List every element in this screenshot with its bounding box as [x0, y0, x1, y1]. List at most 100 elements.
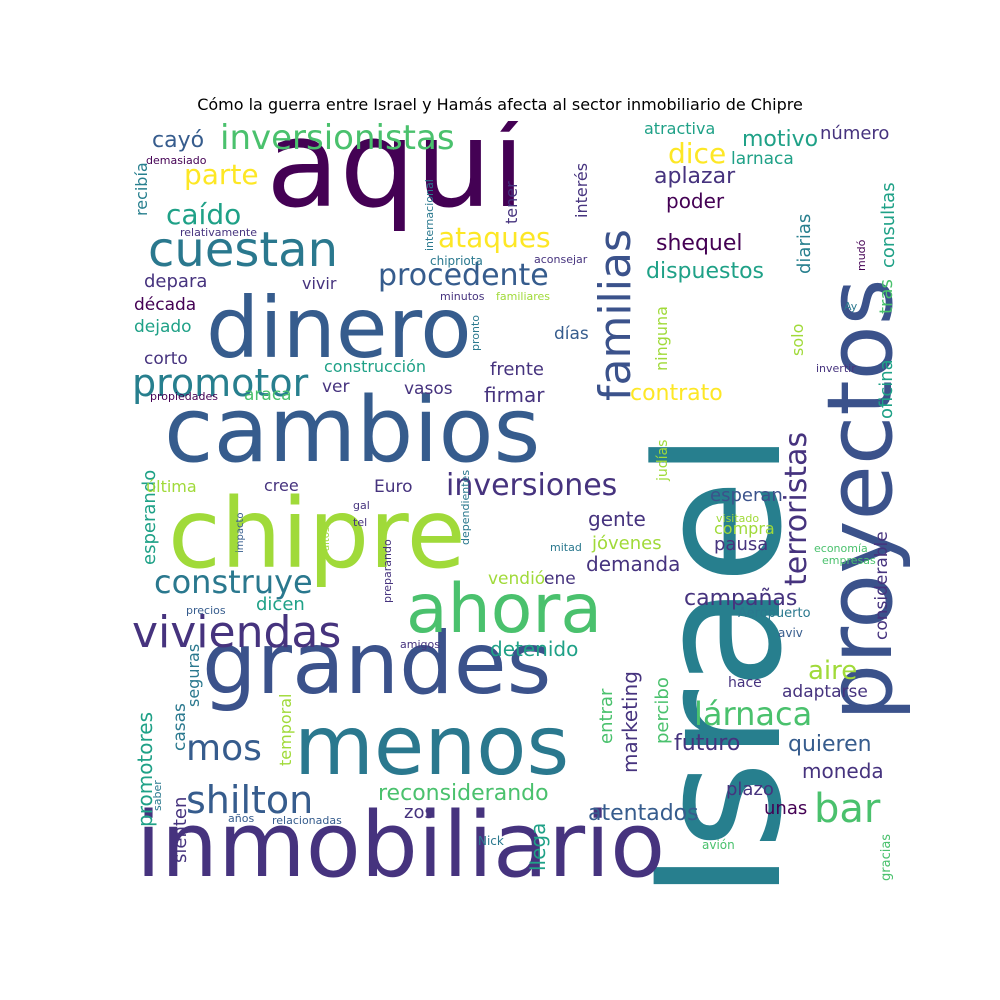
cloud-word: interés [572, 162, 591, 218]
cloud-word: inversiones [446, 468, 618, 503]
cloud-word: demasiado [146, 154, 207, 167]
cloud-word: corto [144, 349, 188, 369]
cloud-word: minutos [440, 290, 485, 303]
cloud-word: campañas [684, 586, 798, 611]
cloud-word: marketing [618, 671, 642, 773]
cloud-word: tras [876, 279, 897, 314]
cloud-word: solo [788, 323, 807, 356]
cloud-word: inmobiliario [136, 793, 666, 893]
cloud-word: casas [170, 703, 190, 751]
cloud-word: ahora [406, 570, 602, 649]
cloud-word: hace [728, 675, 762, 691]
cloud-word: dependientes [459, 469, 472, 545]
cloud-word: dejado [134, 317, 192, 337]
cloud-word: cambios [164, 378, 541, 483]
cloud-word: gente [588, 507, 646, 531]
cloud-word: tel [353, 516, 368, 529]
cloud-word: saber [151, 780, 164, 811]
cloud-word: ene [544, 569, 576, 589]
cloud-word: detenido [490, 637, 579, 661]
cloud-word: chipriota [430, 254, 483, 268]
cloud-word: ataques [438, 221, 551, 254]
cloud-word: unas [764, 798, 808, 819]
cloud-word: atentados [588, 801, 699, 826]
cloud-word: llega [526, 822, 550, 871]
cloud-word: parte [184, 158, 259, 191]
cloud-word: impacto [235, 512, 246, 553]
cloud-word: preparando [381, 539, 394, 603]
cloud-word: promotor [132, 361, 309, 405]
cloud-word: propiedades [150, 390, 219, 403]
cloud-word: empresas [822, 554, 876, 567]
cloud-word: futuro [674, 731, 741, 756]
cloud-word: aviv [778, 626, 803, 640]
cloud-word: percibo [652, 677, 673, 744]
cloud-word: depara [144, 271, 208, 292]
cloud-word: gal [353, 499, 370, 512]
cloud-word: vivir [302, 274, 337, 293]
cloud-word: amigos [400, 638, 440, 651]
cloud-word: número [820, 123, 890, 144]
cloud-word: pronto [469, 314, 482, 351]
cloud-word: poder [666, 189, 725, 213]
cloud-word: frente [490, 359, 544, 380]
cloud-word: aire [808, 656, 858, 686]
cloud-word: inversionistas [220, 121, 455, 158]
cloud-word: construcción [324, 357, 427, 376]
cloud-word: aplazar [654, 164, 736, 189]
cloud-word: Euro [374, 477, 413, 497]
cloud-word: cuestan [148, 222, 339, 278]
cloud-word: años [228, 812, 255, 825]
cloud-word: pausa [714, 534, 769, 555]
cloud-word: considerable [872, 531, 892, 640]
cloud-word: dispuestos [646, 259, 764, 284]
cloud-word: ver [322, 377, 350, 397]
cloud-word: procedente [378, 258, 549, 293]
cloud-word: invertir [816, 362, 856, 375]
cloud-word: dicen [256, 594, 305, 615]
cloud-word: sienten [170, 796, 191, 863]
cloud-word: década [134, 295, 197, 315]
cloud-word: quieren [788, 732, 872, 757]
cloud-word: chipre [168, 478, 466, 590]
cloud-word: larnaca [731, 149, 794, 169]
cloud-word: cayó [152, 128, 205, 153]
cloud-word: firmar [484, 383, 545, 407]
cloud-word: aquí [266, 121, 526, 235]
cloud-word: menos [294, 699, 570, 794]
cloud-word: lárnaca [694, 695, 813, 733]
cloud-word: internacional [423, 179, 436, 251]
cloud-word: terroristas [779, 431, 814, 586]
cloud-word: Ay [844, 300, 858, 313]
cloud-word: aconsejar [534, 253, 588, 266]
cloud-word: adaptarse [782, 682, 868, 702]
cloud-word: shilton [186, 778, 314, 822]
cloud-word: proyectos [808, 278, 910, 721]
cloud-word: mos [186, 728, 262, 769]
cloud-word: Aeropuerto [738, 606, 811, 621]
cloud-word: familiares [496, 290, 551, 303]
cloud-word: temporal [276, 693, 295, 766]
cloud-word: mudó [855, 239, 868, 271]
cloud-word: relativamente [180, 226, 257, 239]
cloud-word: tener [502, 181, 521, 224]
cloud-word: caído [166, 198, 242, 231]
cloud-word: relacionadas [272, 814, 342, 827]
cloud-word: bar [814, 786, 881, 832]
cloud-word: compra [714, 519, 775, 538]
cloud-word: avión [702, 838, 735, 852]
cloud-word: vendió [488, 569, 546, 589]
cloud-word: última [146, 477, 197, 496]
cloud-word: shequel [656, 231, 743, 256]
cloud-word: esperan [710, 485, 783, 506]
cloud-word: moneda [802, 759, 884, 783]
cloud-word: Nick [478, 834, 504, 848]
chart-title: Cómo la guerra entre Israel y Hamás afec… [197, 95, 803, 114]
cloud-word: recibía [132, 162, 151, 216]
cloud-word: dice [668, 137, 727, 170]
cloud-word: gracias [879, 833, 894, 881]
cloud-word: motivo [742, 127, 819, 152]
cloud-word: altos [321, 526, 332, 551]
cloud-word: contrato [630, 381, 723, 406]
cloud-word: viviendas [132, 607, 342, 658]
